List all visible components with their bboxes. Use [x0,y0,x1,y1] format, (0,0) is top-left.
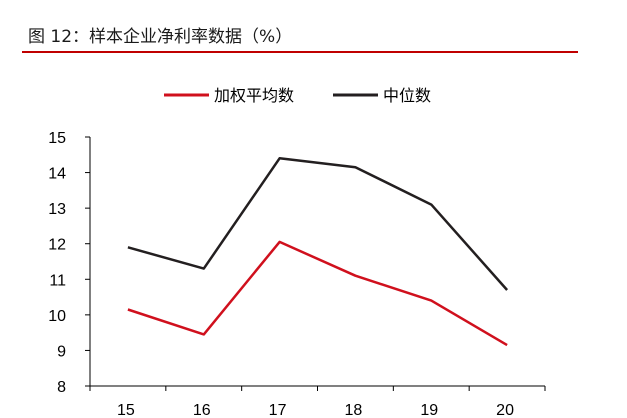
title-divider [22,51,578,53]
legend-label-median: 中位数 [383,86,431,105]
x-tick-label: 18 [345,402,363,418]
series-line-median [127,157,509,291]
y-tick-label: 9 [57,343,66,360]
y-tick-label: 8 [57,379,66,396]
x-tick-label: 15 [117,402,135,418]
x-tick-label: 20 [496,402,514,418]
y-tick-label: 14 [48,166,66,183]
legend: 加权平均数 中位数 [164,86,431,105]
x-tick-label: 16 [193,402,211,418]
y-tick-label: 12 [48,237,66,254]
x-axis: 15 16 17 18 19 20 [89,385,546,418]
y-tick-label: 15 [48,130,66,147]
x-tick-label: 17 [269,402,287,418]
series-layer [127,157,509,347]
y-axis: 8 9 10 11 12 13 14 15 [48,130,91,396]
y-tick-label: 11 [49,272,66,289]
x-axis-ticks: 15 16 17 18 19 20 [89,386,546,418]
y-tick-label: 13 [48,201,66,218]
x-tick-label: 19 [420,402,438,418]
legend-label-weighted-average: 加权平均数 [214,86,294,105]
series-line-weighted-average [127,240,508,347]
figure-title: 图 12：样本企业净利率数据（%） [28,27,293,47]
y-tick-label: 10 [48,308,66,325]
y-axis-ticks: 8 9 10 11 12 13 14 15 [48,130,90,396]
